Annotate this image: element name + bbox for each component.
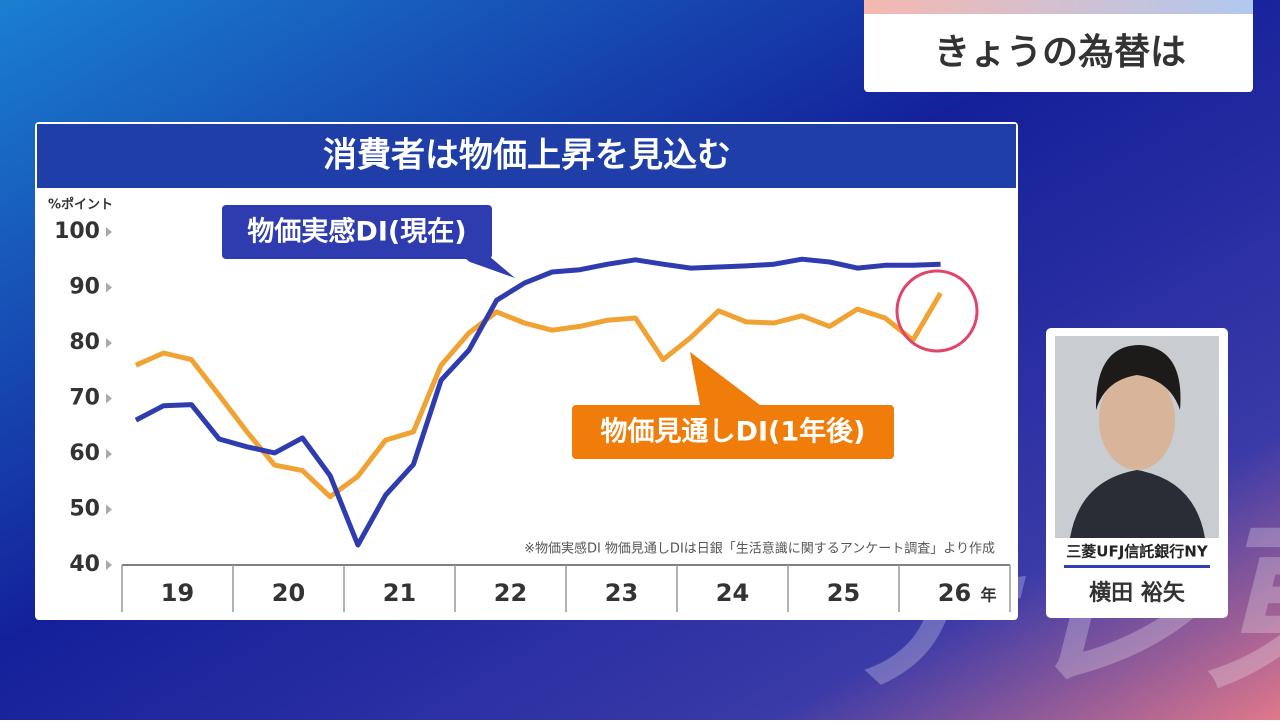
y-tick-mark (106, 282, 112, 293)
legend-label: 物価実感DI(現在) (247, 216, 466, 248)
y-tick-mark (106, 338, 112, 348)
y-tick-mark (106, 560, 112, 570)
photo-face (1099, 370, 1175, 470)
y-tick-label: 100 (54, 219, 100, 244)
series-line (134, 256, 941, 548)
legend-label: 物価見通しDI(1年後) (601, 416, 866, 448)
callout-box (222, 205, 492, 259)
banner-box (864, 0, 1253, 92)
series-line (134, 291, 943, 500)
title-bar (37, 124, 1016, 188)
x-tick-label: 23 (605, 579, 638, 607)
chart-title: 消費者は物価上昇を見込む (323, 136, 731, 176)
banner-stripe (864, 0, 1253, 14)
callout-box (572, 405, 894, 459)
y-tick-label: 70 (69, 386, 100, 411)
banner-text: きょうの為替は (934, 32, 1186, 73)
photo-hair (1095, 345, 1181, 410)
y-tick-label: 40 (69, 552, 100, 577)
callout-pointer (690, 352, 760, 405)
highlight-circle (895, 269, 979, 353)
y-tick-label: 50 (69, 497, 100, 522)
name-rule (1064, 565, 1210, 568)
x-tick-label: 26 (938, 579, 971, 607)
y-tick-label: 60 (69, 441, 100, 466)
x-tick-label: 19 (161, 579, 194, 607)
note: ※物価実感DI 物価見通しDIは日銀「生活意識に関するアンケート調査」より作成 (524, 541, 995, 557)
x-tick-label: 22 (494, 579, 527, 607)
y-tick-mark (106, 504, 112, 515)
x-tick-label: 24 (716, 579, 749, 607)
photo-body (1070, 470, 1205, 538)
x-tick-label: 25 (827, 579, 860, 607)
y-tick-mark (106, 449, 112, 459)
x-unit: 年 (981, 586, 997, 605)
y-tick-mark (106, 227, 112, 237)
affiliation: 三菱UFJ信託銀行NY (1066, 543, 1209, 561)
y-tick-label: 80 (69, 330, 100, 355)
y-tick-mark (106, 393, 112, 404)
y-axis-label: %ポイント (48, 197, 113, 213)
x-tick-label: 20 (272, 579, 305, 607)
y-tick-label: 90 (69, 275, 100, 300)
speaker-name: 横田 裕矢 (1089, 580, 1186, 606)
x-tick-label: 21 (383, 579, 416, 607)
